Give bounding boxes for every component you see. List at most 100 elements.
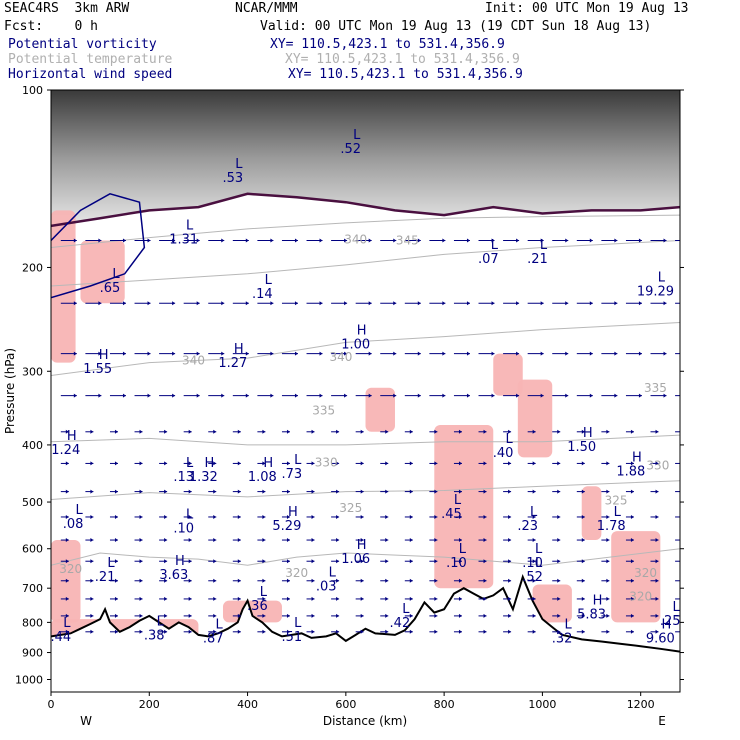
pv-shaded-region	[517, 379, 553, 458]
y-tick-label: 200	[22, 261, 43, 274]
wind-vector-head	[630, 514, 634, 519]
pv-extremum-value: .38	[144, 628, 165, 643]
wind-vector-head	[90, 514, 94, 519]
wind-vector-head	[458, 578, 462, 583]
wind-vector-head	[114, 613, 118, 618]
pv-extremum-value: 5.29	[272, 519, 301, 534]
wind-vector-head	[589, 238, 593, 243]
wind-vector-head	[655, 429, 659, 434]
field-xy-pv: XY= 110.5,423.1 to 531.4,356.9	[270, 37, 505, 52]
wind-vector-head	[188, 538, 192, 543]
wind-vector-head	[434, 613, 438, 618]
wind-vector-head	[483, 578, 487, 583]
pv-extremum-marker: H	[632, 450, 642, 465]
x-tick-label: 800	[434, 698, 455, 711]
pv-extremum-value: .53	[222, 171, 243, 186]
wind-vector-head	[294, 238, 298, 243]
y-tick-label: 300	[22, 365, 43, 378]
wind-vector-head	[294, 301, 298, 306]
wind-vector-head	[614, 238, 618, 243]
wind-vector-head	[385, 489, 389, 494]
wind-vector-head	[630, 429, 634, 434]
wind-vector-head	[311, 629, 315, 634]
terrain-fill	[51, 576, 680, 692]
pv-extremum-marker: H	[357, 538, 367, 553]
wind-vector-head	[565, 238, 569, 243]
pv-extremum-value: 1.50	[567, 440, 596, 455]
wind-vector-head	[262, 578, 266, 583]
wind-vector-head	[458, 559, 462, 564]
pv-extremum-value: .08	[63, 517, 84, 532]
wind-vector-head	[516, 238, 520, 243]
x-tick-label: 0	[48, 698, 55, 711]
wind-vector-head	[147, 351, 151, 356]
wind-vector-head	[483, 514, 487, 519]
x-tick-label: 400	[237, 698, 258, 711]
pv-extremum-marker: H	[204, 456, 214, 471]
wind-vector-head	[606, 429, 610, 434]
wind-vector-head	[614, 393, 618, 398]
wind-vector-head	[483, 489, 487, 494]
y-tick-label: 100	[22, 84, 43, 97]
theta-contour-label: 340	[344, 232, 367, 246]
wind-vector-head	[262, 559, 266, 564]
wind-vector-head	[565, 301, 569, 306]
wind-vector-head	[385, 538, 389, 543]
pv-extremum-value: 1.31	[169, 233, 198, 248]
theta-contour	[51, 434, 680, 446]
wind-vector-head	[237, 629, 241, 634]
wind-vector-head	[491, 301, 495, 306]
wind-vector-head	[65, 596, 69, 601]
wind-vector-head	[516, 351, 520, 356]
pv-extremum-value: 1.06	[341, 552, 370, 567]
wind-vector-head	[638, 393, 642, 398]
wind-vector-head	[90, 559, 94, 564]
wind-vector-head	[336, 578, 340, 583]
wind-vector-head	[663, 393, 667, 398]
pv-extremum-marker: L	[535, 542, 543, 557]
wind-vector-head	[655, 489, 659, 494]
wind-vector-head	[589, 301, 593, 306]
wind-vector-head	[360, 429, 364, 434]
wind-vector-head	[139, 429, 143, 434]
wind-vector-head	[90, 538, 94, 543]
wind-vector-head	[336, 489, 340, 494]
wind-vector-head	[164, 461, 168, 466]
wind-vector-head	[442, 351, 446, 356]
wind-vector-head	[270, 393, 274, 398]
pv-shaded-region	[532, 584, 572, 623]
valid-time-label: Valid: 00 UTC Mon 19 Aug 13 (19 CDT Sun …	[260, 19, 652, 34]
pv-extremum-value: 19.29	[637, 285, 674, 300]
theta-contour-label: 335	[312, 403, 335, 417]
wind-vector-head	[393, 393, 397, 398]
theta-contour-label: 330	[646, 458, 669, 472]
wind-vector-head	[188, 613, 192, 618]
wind-vector-head	[409, 514, 413, 519]
wind-vector-head	[139, 613, 143, 618]
wind-vector-head	[237, 461, 241, 466]
wind-vector-head	[139, 559, 143, 564]
wind-vector-head	[164, 578, 168, 583]
wind-vector-head	[458, 514, 462, 519]
wind-vector-head	[90, 596, 94, 601]
wind-vector-head	[360, 514, 364, 519]
wind-vector-head	[336, 514, 340, 519]
wind-vector-head	[688, 352, 691, 356]
wind-vector-head	[164, 514, 168, 519]
wind-vector-head	[466, 351, 470, 356]
pv-extremum-value: 1.88	[616, 464, 645, 479]
wind-vector-head	[630, 613, 634, 618]
wind-vector-head	[98, 301, 102, 306]
pv-extremum-marker: L	[535, 556, 543, 571]
field-name-pv: Potential vorticity	[8, 37, 157, 52]
wind-vector-head	[164, 429, 168, 434]
wind-vector-head	[262, 429, 266, 434]
wind-vector-head	[164, 559, 168, 564]
pv-extremum-marker: L	[75, 503, 83, 518]
pv-extremum-value: 9.60	[646, 631, 675, 646]
x-axis-label: Distance (km)	[323, 714, 407, 728]
pv-extremum-marker: L	[353, 128, 361, 143]
pv-extremum-marker: L	[540, 238, 548, 253]
pv-extremum-marker: L	[294, 453, 302, 468]
y-tick-label: 1000	[15, 674, 43, 687]
